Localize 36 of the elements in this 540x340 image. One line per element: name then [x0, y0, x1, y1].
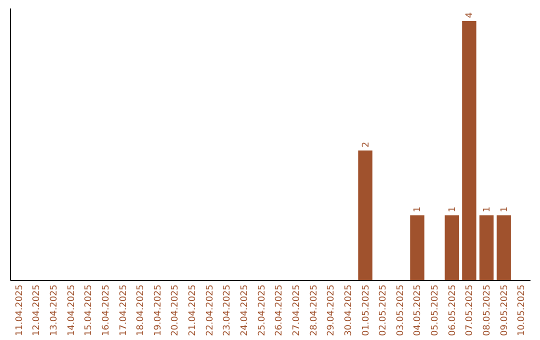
x-tick-label: 28.04.2025: [309, 284, 320, 336]
x-tick-label: 15.04.2025: [84, 284, 94, 336]
x-tick-label: 16.04.2025: [101, 284, 112, 336]
data-label: 2: [361, 142, 372, 148]
x-tick-label: 25.04.2025: [257, 284, 268, 336]
x-tick-label: 10.05.2025: [517, 284, 528, 336]
x-tick-label: 03.05.2025: [396, 284, 406, 336]
data-label: 1: [413, 206, 424, 212]
x-tick-label: 09.05.2025: [500, 284, 510, 336]
x-tick-label: 06.05.2025: [448, 284, 458, 336]
x-tick-label: 01.05.2025: [361, 284, 372, 336]
x-tick-label: 13.04.2025: [49, 284, 60, 336]
x-tick-label: 05.05.2025: [430, 284, 441, 336]
x-tick-label: 14.04.2025: [66, 284, 77, 336]
data-label: 1: [500, 206, 510, 212]
x-tick-label: 17.04.2025: [118, 284, 129, 336]
x-tick-label: 12.04.2025: [32, 284, 42, 336]
x-tick-label: 27.04.2025: [292, 284, 302, 336]
data-label: 1: [482, 206, 493, 212]
x-tick-label: 21.04.2025: [188, 284, 198, 336]
x-tick-label: 02.05.2025: [378, 284, 389, 336]
data-label: 4: [465, 12, 476, 18]
x-tick-label: 20.04.2025: [170, 284, 181, 336]
x-tick-label: 18.04.2025: [136, 284, 146, 336]
x-tick-label: 24.04.2025: [240, 284, 250, 336]
x-tick-label: 22.04.2025: [205, 284, 216, 336]
x-tick-label: 30.04.2025: [344, 284, 354, 336]
x-tick-label: 29.04.2025: [326, 284, 337, 336]
x-tick-label: 11.04.2025: [14, 284, 25, 336]
x-tick-label: 04.05.2025: [413, 284, 424, 336]
x-tick-label: 23.04.2025: [222, 284, 233, 336]
x-tick-label: 07.05.2025: [465, 284, 476, 336]
data-label: 1: [448, 206, 458, 212]
x-tick-label: 19.04.2025: [153, 284, 164, 336]
x-tick-label: 26.04.2025: [274, 284, 285, 336]
x-tick-label: 08.05.2025: [482, 284, 493, 336]
